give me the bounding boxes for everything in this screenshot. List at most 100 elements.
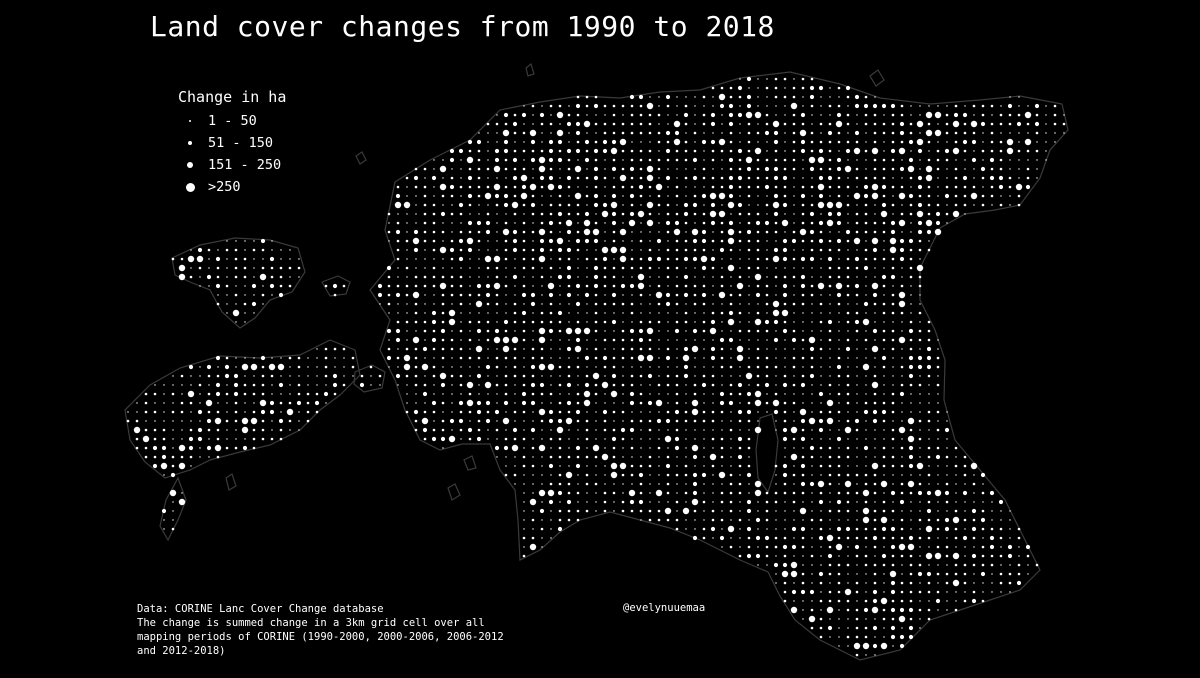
grid-cell-dot [557,139,563,145]
grid-cell-dot [792,257,796,261]
grid-cell-dot [703,339,705,341]
grid-cell-dot [1045,159,1047,161]
grid-cell-dot [720,239,724,243]
grid-cell-dot [856,510,858,512]
grid-cell-dot [729,491,733,495]
grid-cell-dot [639,293,643,297]
grid-cell-dot [781,219,789,227]
grid-cell-dot [712,402,714,404]
grid-cell-dot [900,590,904,594]
grid-cell-dot [729,140,733,144]
grid-cell-dot [180,401,184,405]
grid-cell-dot [925,552,933,560]
grid-cell-dot [829,303,831,305]
grid-cell-dot [693,392,697,396]
grid-cell-dot [766,312,768,314]
grid-cell-dot [737,175,743,181]
grid-cell-dot [865,546,867,548]
grid-cell-dot [1018,159,1020,161]
grid-cell-dot [864,338,868,342]
grid-cell-dot [565,219,573,227]
grid-cell-dot [892,447,894,449]
grid-cell-dot [945,455,949,459]
grid-cell-dot [954,608,958,612]
grid-cell-dot [181,393,183,395]
grid-cell-dot [927,194,931,198]
grid-cell-dot [970,192,978,200]
grid-cell-dot [477,239,481,243]
grid-cell-dot [433,420,435,422]
grid-cell-dot [577,258,579,260]
grid-cell-dot [630,473,634,477]
grid-cell-dot [1035,149,1039,153]
grid-cell-dot [577,294,579,296]
grid-cell-dot [585,284,589,288]
grid-cell-dot [756,329,760,333]
grid-cell-dot [711,311,715,315]
grid-cell-dot [522,221,526,225]
grid-cell-dot [161,508,167,514]
grid-cell-dot [856,249,858,251]
grid-cell-dot [612,383,616,387]
grid-cell-dot [478,393,480,395]
grid-cell-dot [907,480,915,488]
grid-cell-dot [745,372,753,380]
grid-cell-dot [378,374,382,378]
grid-cell-dot [701,472,707,478]
grid-cell-dot [694,438,696,440]
grid-cell-dot [729,428,733,432]
grid-cell-dot [649,303,651,305]
grid-cell-dot [837,374,841,378]
grid-cell-dot [289,384,291,386]
grid-cell-dot [216,437,220,441]
grid-cell-dot [856,366,858,368]
grid-cell-dot [757,204,759,206]
grid-cell-dot [883,492,885,494]
grid-cell-dot [783,599,787,603]
grid-cell-dot [747,437,751,441]
grid-cell-dot [856,303,858,305]
grid-cell-dot [468,293,472,297]
grid-cell-dot [693,149,697,153]
grid-cell-dot [685,429,687,431]
grid-cell-dot [820,591,822,593]
grid-cell-dot [703,402,705,404]
grid-cell-dot [199,285,201,287]
grid-cell-dot [989,535,995,541]
grid-cell-dot [982,537,984,539]
grid-cell-dot [513,320,517,324]
grid-cell-dot [1036,177,1038,179]
grid-cell-dot [856,465,858,467]
grid-cell-dot [604,159,606,161]
grid-cell-dot [856,483,858,485]
grid-cell-dot [532,483,534,485]
grid-cell-dot [145,420,147,422]
grid-cell-dot [621,383,625,387]
grid-cell-dot [891,554,895,558]
grid-cell-dot [261,392,265,396]
grid-cell-dot [819,410,823,414]
grid-cell-dot [559,393,561,395]
grid-cell-dot [909,590,913,594]
grid-cell-dot [459,275,463,279]
grid-cell-dot [259,399,267,407]
grid-cell-dot [783,482,787,486]
grid-cell-dot [487,429,489,431]
grid-cell-dot [592,444,600,452]
grid-cell-dot [442,267,444,269]
grid-cell-dot [541,474,543,476]
grid-cell-dot [576,320,580,324]
grid-cell-dot [775,105,777,107]
grid-cell-dot [891,563,895,567]
grid-cell-dot [611,373,617,379]
grid-cell-dot [846,455,850,459]
grid-cell-dot [901,231,903,233]
grid-cell-dot [1006,138,1014,146]
grid-cell-dot [601,210,609,218]
grid-cell-dot [460,177,462,179]
grid-cell-dot [937,501,939,503]
grid-cell-dot [802,177,804,179]
grid-cell-dot [999,554,1003,558]
grid-cell-dot [467,175,473,181]
grid-cell-dot [467,220,473,226]
